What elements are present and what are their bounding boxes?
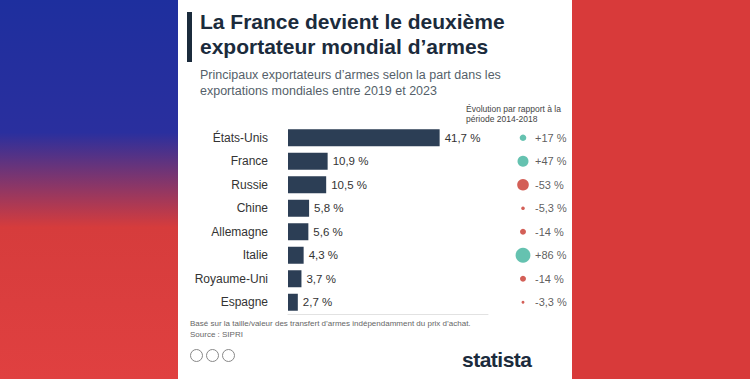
html-text:Source : SIPRI: Source : SIPRI [190, 330, 243, 339]
svg-text:Espagne: Espagne [221, 295, 269, 309]
html-text:Basé sur la taille/valeur des: Basé sur la taille/valeur des transfert … [190, 319, 471, 328]
html-text:statista: statista [462, 348, 532, 371]
svg-text:Allemagne: Allemagne [211, 225, 268, 239]
svg-text:2,7 %: 2,7 % [303, 296, 332, 308]
svg-text:-3,3 %: -3,3 % [535, 296, 567, 308]
svg-text:10,5 %: 10,5 % [331, 179, 367, 191]
svg-text:5,6 %: 5,6 % [313, 226, 342, 238]
svg-text:France: France [231, 154, 269, 168]
svg-text:-14 %: -14 % [535, 226, 564, 238]
svg-text:41,7 %: 41,7 % [445, 132, 481, 144]
svg-text:Italie: Italie [243, 248, 269, 262]
html-text:La France devient le deuxième: La France devient le deuxième exportateu… [200, 10, 505, 58]
svg-text:4,3 %: 4,3 % [309, 249, 338, 261]
html-text:Principaux exportateurs d’arme: Principaux exportateurs d’armes selon la… [200, 68, 501, 98]
svg-text:+86 %: +86 % [535, 249, 567, 261]
svg-text:5,8 %: 5,8 % [314, 202, 343, 214]
html-text:Évolution par rapport à la pér: Évolution par rapport à la période 2014-… [466, 104, 561, 124]
svg-text:-53 %: -53 % [535, 179, 564, 191]
svg-text:10,9 %: 10,9 % [333, 155, 369, 167]
svg-text:Chine: Chine [237, 201, 269, 215]
svg-text:-5,3 %: -5,3 % [535, 202, 567, 214]
svg-text:États-Unis: États-Unis [213, 130, 268, 145]
svg-text:Russie: Russie [231, 178, 268, 192]
svg-text:-14 %: -14 % [535, 273, 564, 285]
svg-text:+47 %: +47 % [535, 155, 567, 167]
svg-text:3,7 %: 3,7 % [306, 273, 335, 285]
svg-text:Royaume-Uni: Royaume-Uni [195, 272, 268, 286]
svg-text:+17 %: +17 % [535, 132, 567, 144]
